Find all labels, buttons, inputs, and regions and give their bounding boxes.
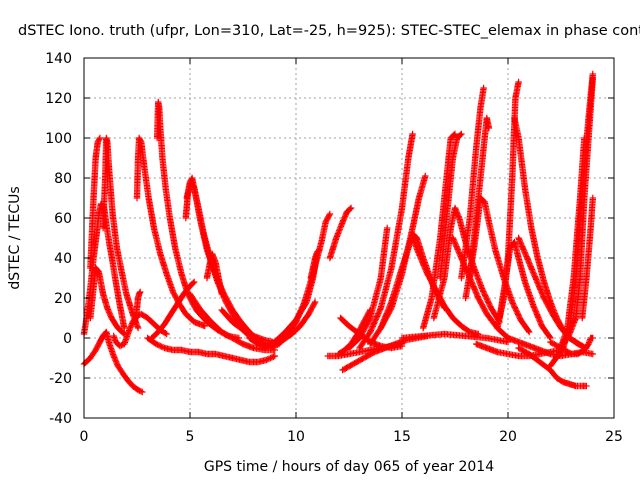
series-19 (307, 246, 323, 282)
series-32 (430, 204, 503, 326)
data-point-markers (515, 344, 590, 390)
series-14 (203, 250, 225, 298)
y-tick-label: 60 (54, 211, 72, 227)
series-6 (131, 288, 144, 326)
series-47 (559, 74, 596, 348)
y-tick-label: 40 (54, 251, 72, 267)
x-tick-label: 20 (499, 429, 517, 445)
series-8 (144, 334, 278, 366)
data-point-markers (559, 74, 596, 348)
x-axis-label: GPS time / hours of day 065 of year 2014 (204, 459, 494, 475)
data-point-markers (496, 238, 554, 342)
data-point-markers (547, 334, 596, 358)
data-point-markers (345, 224, 391, 352)
series-3 (87, 264, 128, 338)
series-40 (496, 238, 554, 342)
y-axis-label: dSTEC / TECUs (7, 186, 23, 289)
data-point-markers (398, 330, 512, 346)
data-point-markers (87, 134, 104, 272)
x-tick-label: 5 (186, 429, 195, 445)
data-point-markers (144, 334, 278, 366)
y-tick-label: 0 (63, 331, 72, 347)
y-tick-label: 80 (54, 171, 72, 187)
y-tick-label: -40 (49, 411, 72, 427)
series-37 (466, 114, 493, 282)
data-point-markers (437, 130, 465, 282)
y-tick-label: 20 (54, 291, 72, 307)
data-point-markers (466, 114, 493, 282)
series-35 (458, 84, 487, 282)
series-15 (218, 306, 276, 346)
x-tick-label: 25 (605, 429, 623, 445)
series-25 (345, 224, 391, 352)
series-2 (87, 134, 104, 272)
data-point-markers (99, 134, 142, 332)
x-tick-label: 0 (80, 429, 89, 445)
data-point-markers (420, 130, 459, 332)
data-point-markers (430, 204, 503, 326)
data-point-markers (579, 194, 596, 322)
series-31 (420, 130, 459, 332)
series-26 (356, 130, 416, 352)
chart-title: dSTEC Iono. truth (ufpr, Lon=310, Lat=-2… (18, 23, 640, 39)
data-point-markers (326, 204, 355, 262)
series-4 (99, 134, 142, 332)
series-49 (579, 194, 596, 322)
series-7 (133, 134, 208, 330)
x-tick-label: 10 (287, 429, 305, 445)
x-tick-label: 15 (393, 429, 411, 445)
data-point-markers (267, 210, 334, 352)
data-points (80, 70, 596, 396)
series-21 (326, 204, 355, 262)
data-point-markers (307, 246, 323, 282)
series-48 (547, 334, 596, 358)
data-point-markers (356, 130, 416, 352)
data-point-markers (87, 264, 128, 338)
data-point-markers (218, 306, 276, 346)
y-tick-label: 140 (45, 51, 72, 67)
series-18 (267, 210, 334, 352)
y-tick-label: 100 (45, 131, 72, 147)
y-tick-label: -20 (49, 371, 72, 387)
data-point-markers (458, 84, 487, 282)
y-tick-label: 120 (45, 91, 72, 107)
series-30 (398, 330, 512, 346)
plot-frame (83, 57, 615, 419)
series-33 (437, 130, 465, 282)
data-point-markers (131, 288, 144, 326)
data-point-markers (133, 134, 208, 330)
series-44 (515, 344, 590, 390)
axis-ticks: 0 5 10 15 20 25 -40 -20 0 20 40 60 80 100 120 140 (45, 51, 623, 445)
data-point-markers (203, 250, 225, 298)
